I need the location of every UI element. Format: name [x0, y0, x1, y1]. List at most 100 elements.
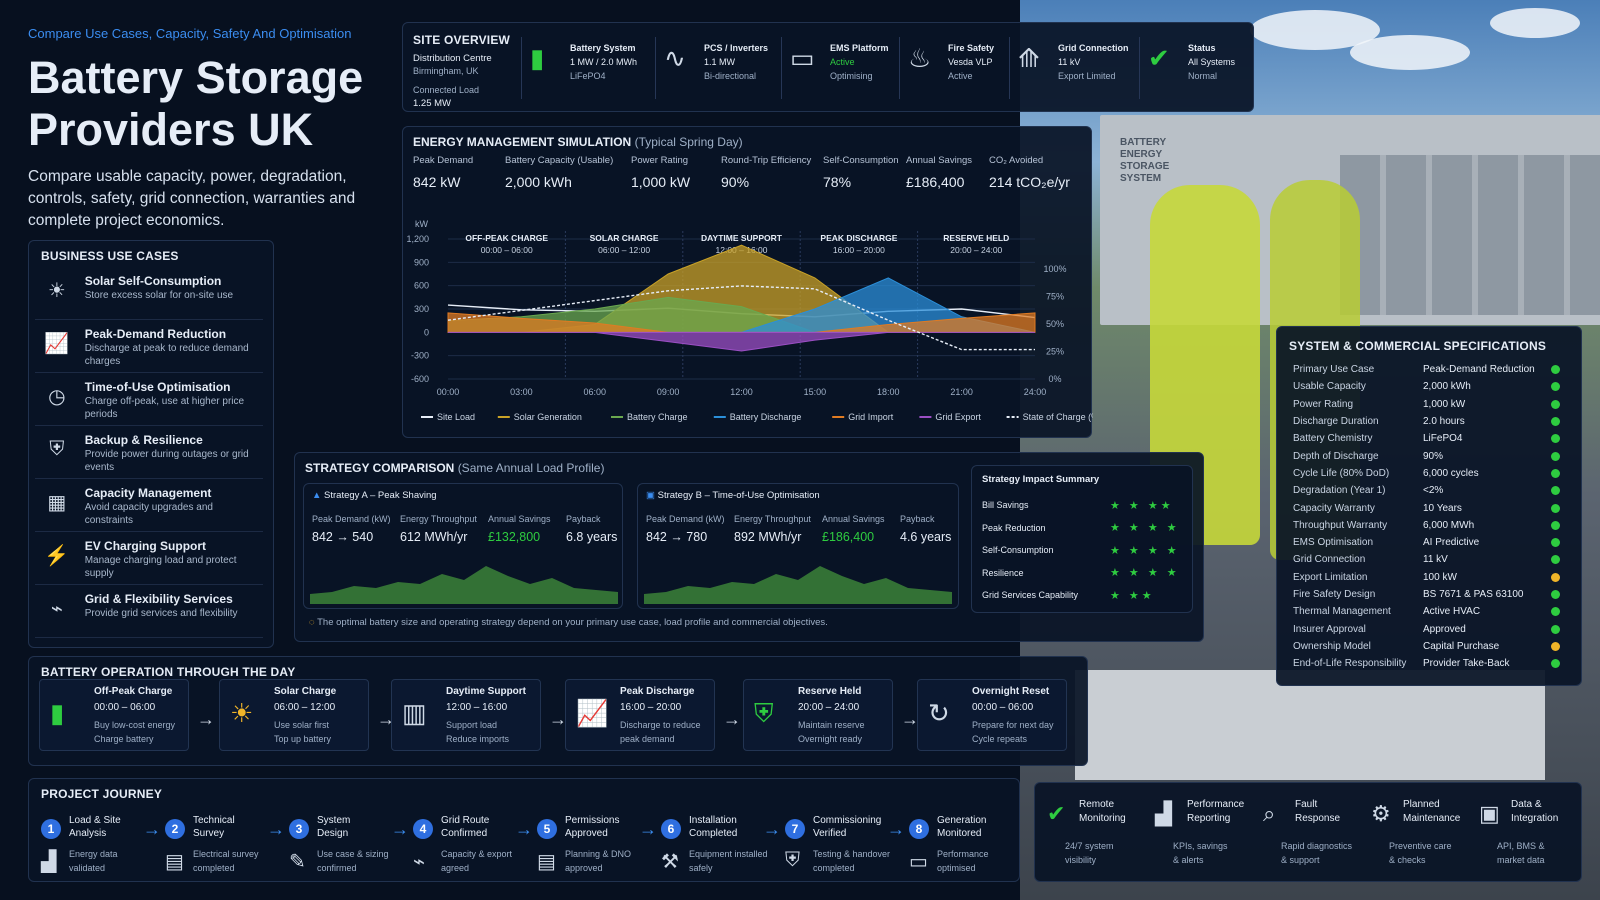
use-case-item[interactable]: ⛨ Backup & Resilience Provide power during…: [35, 426, 263, 479]
spec-label: Grid Connection: [1293, 554, 1366, 566]
journey-step-title2: Verified: [813, 828, 847, 839]
ok-status-icon: [1551, 607, 1560, 617]
journey-step[interactable]: 6 Installation Completed ⚒ Equipment install…: [661, 803, 771, 881]
strategy-b-card[interactable]: ▣ Strategy B – Time-of-Use Optimisation …: [637, 483, 959, 609]
arrow-right-icon: →: [143, 819, 161, 839]
y2-tick-label: 75%: [1046, 292, 1064, 302]
x-tick-label: 00:00: [437, 387, 460, 397]
journey-step[interactable]: 8 Generation Monitored ▭ Performance optimise…: [909, 803, 1019, 881]
journey-step-desc2: agreed: [441, 863, 470, 873]
spec-label: EMS Optimisation: [1293, 537, 1374, 549]
strategy-b-icon: ▣: [646, 490, 655, 501]
use-case-desc: Charge off-peak, use at higher price per…: [84, 396, 245, 420]
operation-step[interactable]: ⛨ Reserve Held 20:00 – 24:00 Maintain reser…: [743, 679, 893, 751]
sim-metric: CO₂ Avoided 214 tCO₂e/yr: [989, 155, 1070, 190]
impact-label: Peak Reduction: [982, 522, 1046, 533]
operation-step-time: 00:00 – 06:00: [972, 702, 1034, 713]
impact-title: Strategy Impact Summary: [982, 474, 1100, 485]
use-case-item[interactable]: ▦ Capacity Management Avoid capacity upgra…: [35, 479, 263, 532]
legend-label: Site Load: [437, 412, 475, 422]
x-tick-label: 15:00: [804, 387, 827, 397]
spec-label: Fire Safety Design: [1293, 589, 1376, 600]
arrow-right-icon: →: [887, 819, 905, 839]
spec-value: 90%: [1423, 450, 1444, 462]
journey-step-desc1: Performance: [937, 849, 989, 859]
site-cell-line2: Optimising: [830, 71, 873, 81]
y-tick-label: 0: [424, 327, 429, 337]
warning-status-icon: [1551, 641, 1560, 651]
strategy-metric-value: 612 MWh/yr: [400, 530, 468, 544]
use-case-desc: Provide power during outages or grid eve…: [84, 449, 249, 473]
spec-row: Discharge Duration 2.0 hours: [1293, 413, 1575, 430]
operation-step[interactable]: 📈 Peak Discharge 16:00 – 20:00 Discharge to…: [565, 679, 715, 751]
use-case-desc: Discharge at peak to reduce demand charg…: [84, 343, 249, 367]
site-cell: ⟰ Grid Connection 11 kV Export Limited: [1009, 37, 1139, 99]
impact-row: Peak Reduction ★ ★ ★ ★: [982, 517, 1187, 540]
shield-check-icon: ⛨: [754, 698, 774, 728]
step-number: 8: [909, 819, 929, 839]
use-case-item[interactable]: ⌁ Grid & Flexibility Services Provide grid…: [35, 585, 263, 638]
spec-row: Capacity Warranty 10 Years: [1293, 499, 1575, 516]
journey-step-title1: Technical: [193, 815, 235, 826]
load-label: Connected Load: [413, 85, 480, 95]
impact-label: Grid Services Capability: [982, 590, 1079, 601]
site-cell: ▮ Battery System 1 MW / 2.0 MWh LiFePO4: [521, 37, 655, 99]
journey-step-title1: Commissioning: [813, 815, 882, 826]
search-icon: ⌕: [1263, 801, 1276, 826]
journey-step[interactable]: 3 System Design ✎ Use case & sizing confirmed: [289, 803, 399, 881]
legend-label: Solar Generation: [514, 412, 582, 422]
operation-step[interactable]: ↻ Overnight Reset 00:00 – 06:00 Prepare for…: [917, 679, 1067, 751]
use-case-item[interactable]: ☀ Solar Self-Consumption Store excess sola…: [35, 267, 263, 320]
site-location: Birmingham, UK: [413, 66, 479, 76]
impact-row: Self-Consumption ★ ★ ★ ★: [982, 539, 1187, 562]
operation-step[interactable]: ☀ Solar Charge 06:00 – 12:00 Use solar firs…: [219, 679, 369, 751]
site-cell-line1: 1.1 MW: [704, 57, 736, 67]
operation-step[interactable]: ▥ Daytime Support 12:00 – 16:00 Support loa…: [391, 679, 541, 751]
journey-step-title2: Approved: [565, 828, 608, 839]
spark-area: [310, 566, 618, 604]
ok-status-icon: [1551, 382, 1560, 392]
ok-status-icon: [1551, 365, 1560, 375]
step-number: 1: [41, 819, 61, 839]
x-tick-label: 24:00: [1024, 387, 1047, 397]
strategy-a-card[interactable]: ▲ Strategy A – Peak Shaving Peak Demand …: [303, 483, 623, 609]
strategy-metric-label: Energy Throughput: [400, 514, 477, 524]
step-number: 6: [661, 819, 681, 839]
operation-step-title: Solar Charge: [274, 686, 337, 697]
ok-status-icon: [1551, 486, 1560, 496]
step-number: 3: [289, 819, 309, 839]
strategy-metric-value: 892 MWh/yr: [734, 530, 802, 544]
operation-step-title: Daytime Support: [446, 686, 527, 697]
journey-step-title2: Completed: [689, 828, 738, 839]
spec-label: Export Limitation: [1293, 571, 1368, 583]
journey-step[interactable]: 7 Commissioning Verified ⛨ Testing & handove…: [785, 803, 895, 881]
operation-panel: BATTERY OPERATION THROUGH THE DAY ▮ Off-P…: [28, 656, 1088, 766]
load-value: 1.25 MW: [413, 98, 452, 109]
journey-step[interactable]: 4 Grid Route Confirmed ⌁ Capacity & export ag…: [413, 803, 523, 881]
journey-step[interactable]: 1 Load & Site Analysis ▟ Energy data validate…: [41, 803, 151, 881]
use-case-item[interactable]: ⚡ EV Charging Support Manage charging load…: [35, 532, 263, 585]
battery-icon: ▮: [530, 43, 545, 73]
journey-step[interactable]: 5 Permissions Approved ▤ Planning & DNO appro…: [537, 803, 647, 881]
site-cell-title: PCS / Inverters: [704, 43, 769, 53]
operation-step-title: Off-Peak Charge: [94, 686, 173, 697]
spec-label: Primary Use Case: [1293, 364, 1375, 376]
spec-value: Active HVAC: [1423, 606, 1481, 618]
operation-step[interactable]: ▮ Off-Peak Charge 00:00 – 06:00 Buy low-cos…: [39, 679, 189, 751]
operation-step-line1: Use solar first: [274, 720, 330, 730]
operation-step-line1: Discharge to reduce: [620, 720, 701, 730]
use-case-title: Peak-Demand Reduction: [84, 327, 227, 341]
sim-metric: Battery Capacity (Usable) 2,000 kWh: [505, 155, 613, 190]
journey-step-desc1: Planning & DNO: [565, 849, 632, 859]
use-case-item[interactable]: ◷ Time-of-Use Optimisation Charge off-peak…: [35, 373, 263, 426]
arrow-right-icon: →: [901, 709, 919, 729]
operation-step-time: 06:00 – 12:00: [274, 702, 336, 713]
specs-panel: SYSTEM & COMMERCIAL SPECIFICATIONS Prima…: [1276, 326, 1582, 686]
impact-row: Grid Services Capability ★ ★★: [982, 584, 1187, 607]
site-cell-title: Grid Connection: [1058, 43, 1129, 53]
y-tick-label: 300: [414, 304, 429, 314]
journey-step[interactable]: 2 Technical Survey ▤ Electrical survey comple…: [165, 803, 275, 881]
spec-row: Battery Chemistry LiFePO4: [1293, 430, 1575, 447]
use-case-item[interactable]: 📈 Peak-Demand Reduction Discharge at peak …: [35, 320, 263, 373]
document-icon: ▤: [537, 851, 556, 873]
